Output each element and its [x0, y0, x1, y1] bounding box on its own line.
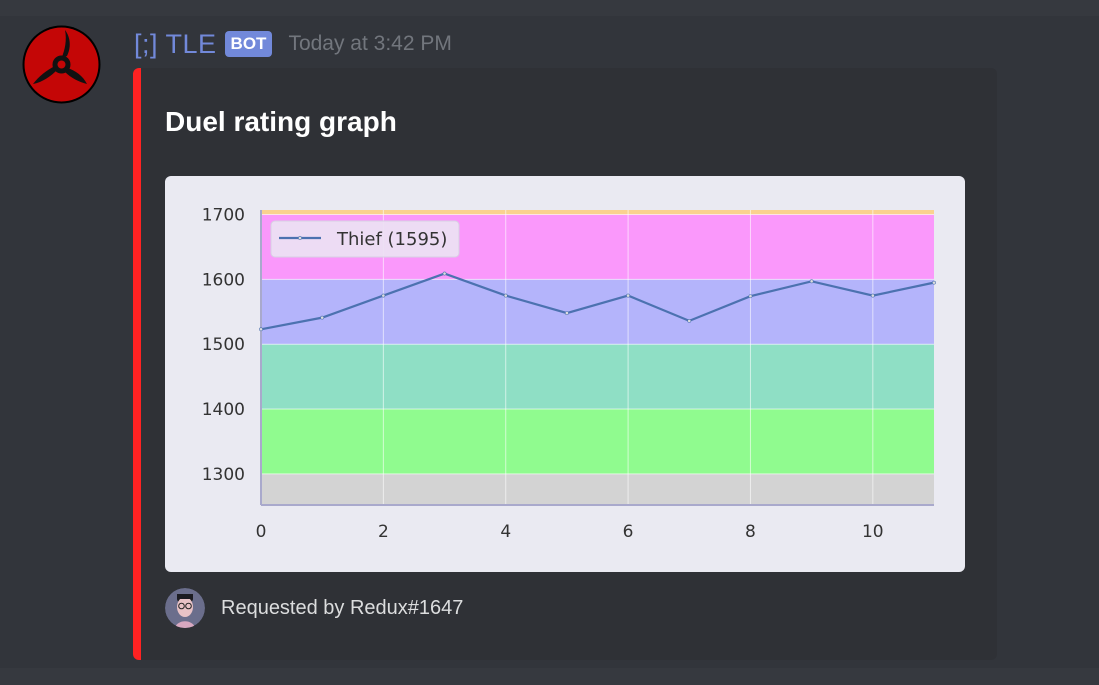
data-point: [748, 294, 753, 299]
user-avatar-icon: [165, 588, 205, 628]
embed-accent-bar: [133, 68, 141, 660]
x-tick-label: 2: [378, 522, 389, 542]
x-tick-label: 8: [745, 522, 756, 542]
data-point: [687, 318, 692, 323]
y-tick-label: 1700: [202, 206, 245, 226]
chart-legend: Thief (1595): [270, 220, 460, 258]
rating-band: [261, 344, 934, 410]
footer-avatar: [165, 588, 205, 628]
rating-band: [261, 210, 934, 215]
rating-band: [261, 279, 934, 345]
x-tick-label: 0: [256, 522, 267, 542]
message-header: [;] TLE BOT Today at 3:42 PM: [134, 24, 452, 64]
data-point: [565, 311, 569, 315]
embed: Duel rating graph 0 2 4 6 8 10 1300 1400 1500 160…: [133, 68, 997, 660]
footer-text: Requested by Redux#1647: [221, 596, 464, 619]
author-name[interactable]: [;] TLE: [134, 28, 217, 59]
x-tick-label: 4: [500, 522, 511, 542]
y-tick-label: 1300: [202, 465, 245, 485]
y-tick-label: 1500: [202, 335, 245, 355]
data-point: [932, 280, 936, 285]
data-point: [381, 293, 386, 298]
sharingan-avatar-icon: [22, 25, 101, 104]
bot-badge: BOT: [224, 31, 273, 57]
data-point: [870, 293, 875, 298]
legend-label: Thief (1595): [336, 229, 447, 250]
data-point: [626, 293, 630, 298]
data-point: [259, 327, 263, 332]
x-tick-label: 6: [623, 522, 634, 542]
rating-line: [260, 272, 935, 331]
rating-band: [261, 409, 934, 474]
data-point: [809, 279, 814, 284]
data-point: [503, 293, 508, 298]
x-tick-label: 10: [862, 522, 884, 542]
message-timestamp: Today at 3:42 PM: [288, 32, 452, 55]
data-point: [442, 271, 447, 276]
rating-chart[interactable]: 0 2 4 6 8 10 1300 1400 1500 1600 1700 Thief (1595): [165, 176, 965, 572]
y-tick-label: 1400: [202, 400, 245, 420]
embed-footer: Requested by Redux#1647: [165, 588, 463, 628]
rating-band: [261, 473, 934, 505]
rating-chart-svg: 0 2 4 6 8 10 1300 1400 1500 1600 1700 Thief (1595): [202, 206, 936, 542]
embed-title: Duel rating graph: [165, 106, 397, 137]
data-point: [320, 315, 325, 320]
y-tick-label: 1600: [202, 270, 245, 290]
bot-avatar[interactable]: [21, 24, 102, 105]
